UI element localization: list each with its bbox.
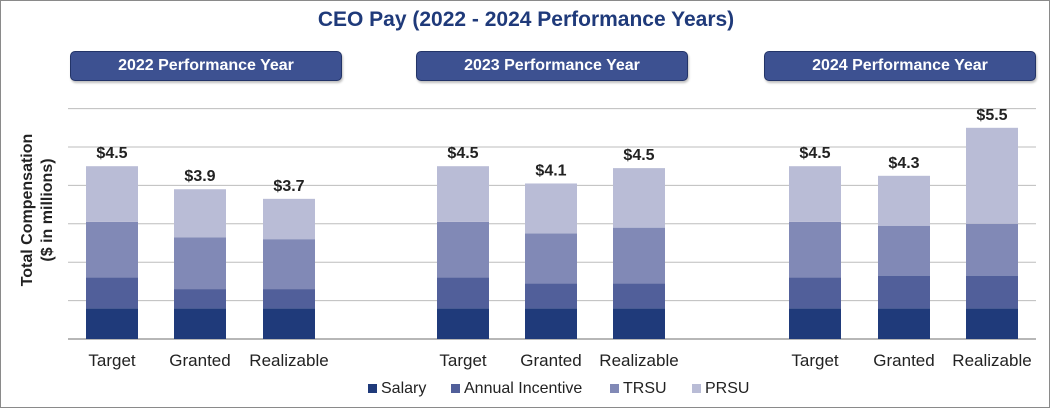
bar-segment-salary [878,308,930,339]
bar-segment-salary [86,308,138,339]
x-tick-label: Realizable [599,351,678,370]
bar-segment-trsu [525,233,577,284]
bar-segment-annual-incentive [437,277,489,309]
data-label: $5.5 [976,107,1007,124]
bar-segment-prsu [174,189,226,238]
x-tick-label: Granted [169,351,230,370]
x-tick-label: Target [439,351,487,370]
panel-header-2024: 2024 Performance Year [764,51,1036,81]
panel-header-2023: 2023 Performance Year [416,51,688,81]
bar-segment-salary [263,308,315,339]
legend-swatch [368,384,377,393]
x-tick-label: Target [791,351,839,370]
bar-segment-annual-incentive [878,275,930,309]
bar-segment-salary [789,308,841,339]
legend-swatch [451,384,460,393]
bar-segment-salary [966,308,1018,339]
bar-segment-salary [437,308,489,339]
legend-label: PRSU [705,380,749,397]
bar-segment-annual-incentive [174,289,226,309]
data-label: $4.1 [535,162,566,179]
bar-segment-salary [525,308,577,339]
legend-label: Salary [381,380,426,397]
bar-segment-prsu [613,168,665,228]
data-label: $4.5 [96,145,127,162]
bar-segment-annual-incentive [966,275,1018,309]
bar-segment-trsu [966,223,1018,276]
bar-segment-salary [174,308,226,339]
bar-segment-annual-incentive [613,283,665,309]
bar-segment-prsu [525,183,577,234]
bar-segment-annual-incentive [789,277,841,309]
x-tick-label: Target [88,351,136,370]
bar-segment-salary [613,308,665,339]
data-label: $3.9 [184,168,215,185]
bar-segment-trsu [789,221,841,278]
data-label: $4.5 [623,147,654,164]
bar-segment-annual-incentive [525,283,577,309]
bar-segment-trsu [613,227,665,284]
bar-segment-prsu [878,175,930,226]
data-label: $3.7 [273,178,304,195]
legend-label: Annual Incentive [464,380,582,397]
data-label: $4.5 [799,145,830,162]
x-tick-label: Realizable [249,351,328,370]
x-tick-label: Realizable [952,351,1031,370]
bar-segment-prsu [966,127,1018,224]
bar-segment-annual-incentive [86,277,138,309]
legend-swatch [692,384,701,393]
chart-title: CEO Pay (2022 - 2024 Performance Years) [317,8,735,31]
bar-segment-annual-incentive [263,289,315,309]
bar-segment-trsu [437,221,489,278]
bar-segment-trsu [86,221,138,278]
bar-segment-prsu [789,166,841,222]
bar-segment-trsu [174,237,226,290]
panel-header-2022: 2022 Performance Year [70,51,342,81]
legend-label: TRSU [623,380,667,397]
x-tick-label: Granted [873,351,934,370]
bar-segment-trsu [263,239,315,290]
data-label: $4.5 [447,145,478,162]
bar-segment-prsu [263,198,315,240]
bar-segment-prsu [86,166,138,222]
x-tick-label: Granted [520,351,581,370]
bar-segment-trsu [878,225,930,276]
bar-segment-prsu [437,166,489,222]
legend-swatch [610,384,619,393]
data-label: $4.3 [888,155,919,172]
